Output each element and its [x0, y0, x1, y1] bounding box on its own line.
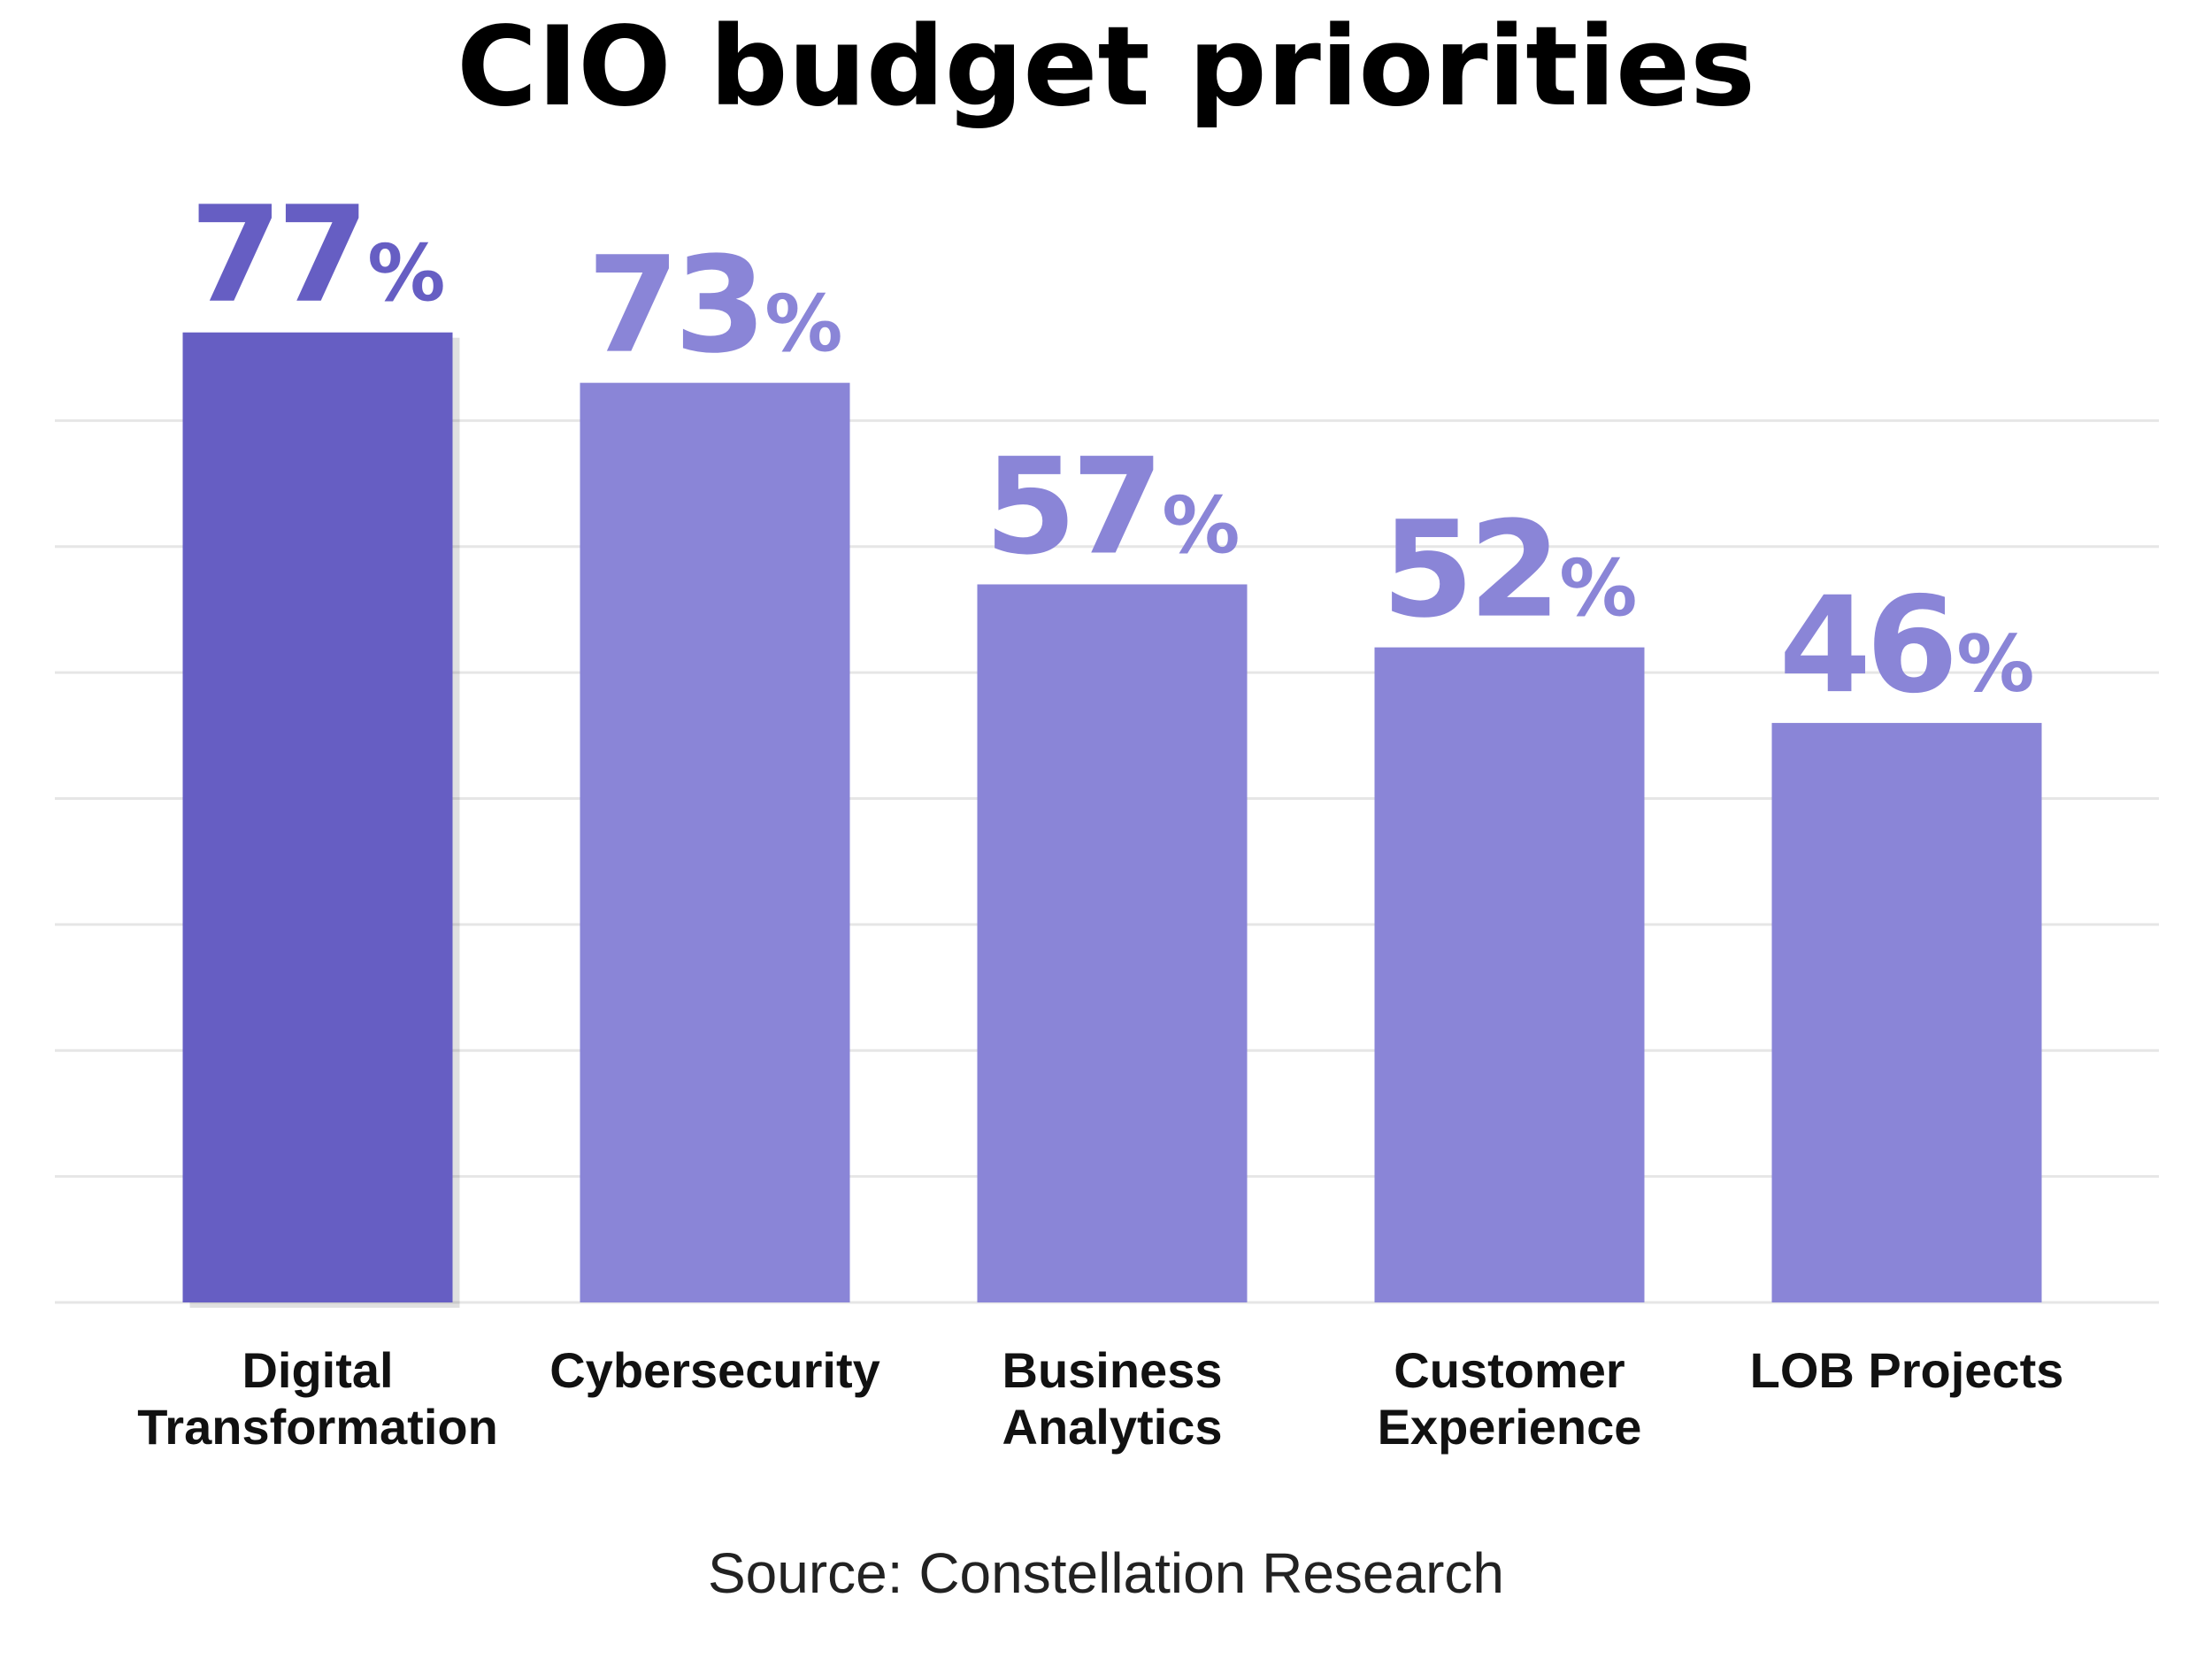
chart-title: CIO budget priorities [457, 4, 1755, 131]
value-label: 52% [1382, 494, 1638, 648]
category-label: LOB Projects [1750, 1342, 2064, 1398]
value-label: 77% [190, 179, 446, 333]
category-label: Customer [1394, 1342, 1624, 1398]
value-labels: 77% 73% 57% 52% 46% [190, 179, 2035, 723]
bar [977, 584, 1248, 1302]
category-label: Digital [242, 1342, 393, 1398]
bar [1374, 647, 1645, 1302]
bar [182, 332, 453, 1302]
category-label: Experience [1378, 1399, 1642, 1455]
bar [1771, 723, 2042, 1302]
category-label: Business [1002, 1342, 1223, 1398]
category-label: Transformation [137, 1399, 498, 1455]
value-label: 46% [1779, 569, 2035, 723]
category-label: Cybersecurity [549, 1342, 880, 1398]
source-note: Source: Constellation Research [708, 1541, 1504, 1605]
value-label: 73% [588, 229, 843, 383]
bar [580, 382, 850, 1303]
category-label: Analytics [1002, 1399, 1223, 1455]
value-label: 57% [985, 430, 1240, 584]
bars [182, 332, 2042, 1308]
